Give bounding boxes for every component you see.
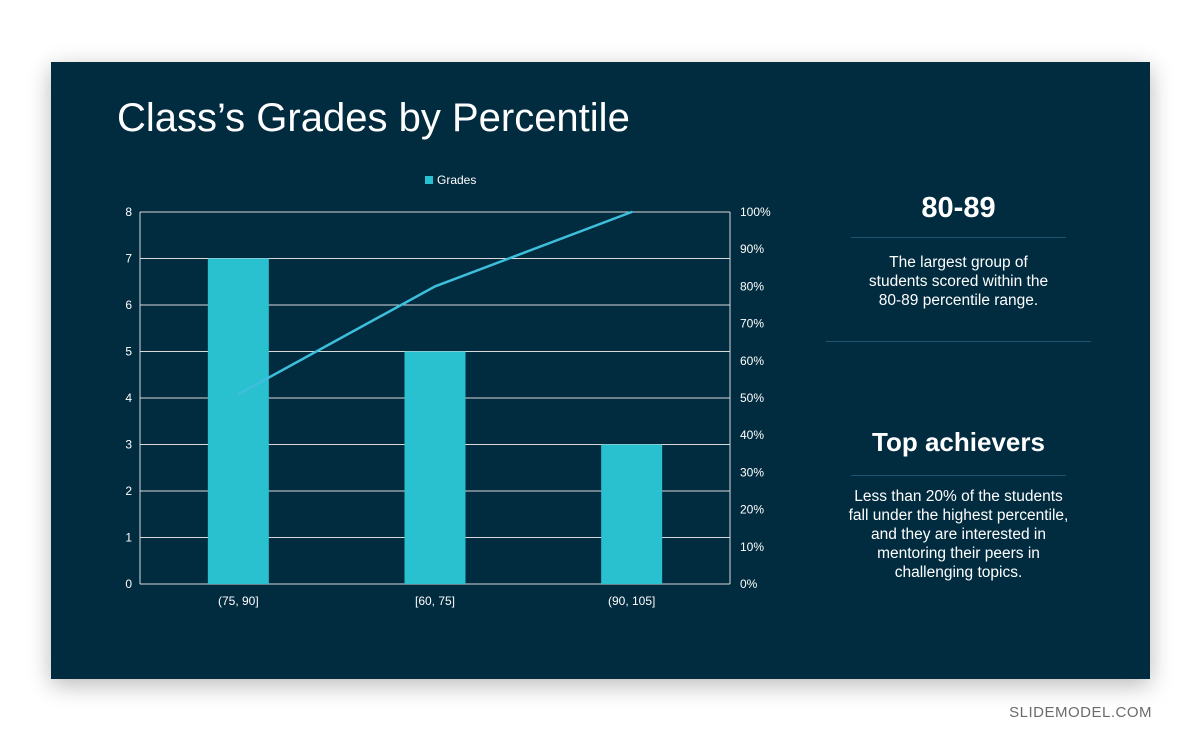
pareto-chart: 0123456780%10%20%30%40%50%60%70%80%90%10… xyxy=(125,173,771,608)
y-tick-label: 8 xyxy=(125,205,132,219)
y2-tick-label: 50% xyxy=(740,391,764,405)
line-point-0 xyxy=(237,393,240,396)
y-tick-label: 4 xyxy=(125,391,132,405)
bars xyxy=(207,258,663,584)
y2-tick-label: 90% xyxy=(740,242,764,256)
y-tick-label: 7 xyxy=(125,252,132,266)
slide: Class’s Grades by Percentile 0 1 2 3 4 5 6 7 8 0%… xyxy=(51,62,1150,679)
watermark: SLIDEMODEL.COM xyxy=(1009,704,1152,721)
legend: Grades xyxy=(425,173,476,187)
y2-tick-label: 30% xyxy=(740,465,764,479)
y-tick-label: 3 xyxy=(125,438,132,452)
insight-panel-bottom: Top achievers Less than 20% of the stude… xyxy=(826,427,1091,582)
legend-swatch xyxy=(425,176,433,184)
y2-tick-label: 20% xyxy=(740,503,764,517)
y2-tick-label: 60% xyxy=(740,354,764,368)
x-tick-label: [60, 75] xyxy=(415,594,455,608)
y-tick-label: 1 xyxy=(125,531,132,545)
slide-title: Class’s Grades by Percentile xyxy=(117,96,630,140)
line-point-2 xyxy=(630,210,633,214)
y2-tick-label: 70% xyxy=(740,317,764,331)
panel-divider xyxy=(851,237,1066,238)
axes: 0123456780%10%20%30%40%50%60%70%80%90%10… xyxy=(125,205,771,608)
y2-tick-label: 80% xyxy=(740,279,764,293)
legend-label: Grades xyxy=(437,173,476,187)
y-tick-label: 0 xyxy=(125,577,132,591)
insight-panel-top: 80-89 The largest group of students scor… xyxy=(826,192,1091,310)
bar-1 xyxy=(404,351,466,584)
y-tick-label: 5 xyxy=(125,345,132,359)
panel-heading: Top achievers xyxy=(872,427,1045,457)
panel-separator xyxy=(826,341,1091,342)
panel-text: Less than 20% of the students fall under… xyxy=(848,488,1069,581)
y2-tick-label: 40% xyxy=(740,428,764,442)
x-tick-label: (90, 105] xyxy=(608,594,655,608)
y-tick-label: 2 xyxy=(125,484,132,498)
cumulative-line xyxy=(237,210,633,396)
y-tick-label: 6 xyxy=(125,298,132,312)
y2-tick-label: 100% xyxy=(740,205,771,219)
panel-text: The largest group of students scored wit… xyxy=(868,254,1049,309)
panel-divider xyxy=(851,475,1066,476)
bar-0 xyxy=(207,258,269,584)
line-point-1 xyxy=(433,285,437,288)
y2-tick-label: 0% xyxy=(740,577,758,591)
x-tick-label: (75, 90] xyxy=(218,594,259,608)
y2-tick-label: 10% xyxy=(740,540,764,554)
bar-2 xyxy=(601,444,663,584)
panel-heading: 80-89 xyxy=(921,192,996,224)
